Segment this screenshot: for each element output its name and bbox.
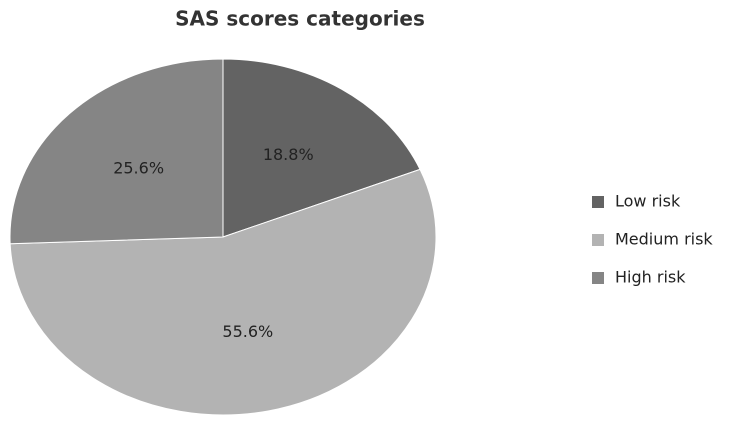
pie-slice: [9, 58, 224, 245]
legend-swatch: [592, 272, 604, 284]
data-label: 55.6%: [222, 322, 273, 341]
data-label: 18.8%: [263, 145, 314, 164]
pie-slice: [222, 58, 421, 238]
legend-label: Low risk: [615, 192, 681, 211]
legend-swatch: [592, 234, 604, 246]
legend-label: Medium risk: [615, 230, 713, 249]
data-label: 25.6%: [113, 159, 164, 178]
legend-label: High risk: [615, 268, 686, 287]
pie-slice: [9, 168, 437, 416]
legend-swatch: [592, 196, 604, 208]
chart-title: SAS scores categories: [175, 7, 425, 31]
